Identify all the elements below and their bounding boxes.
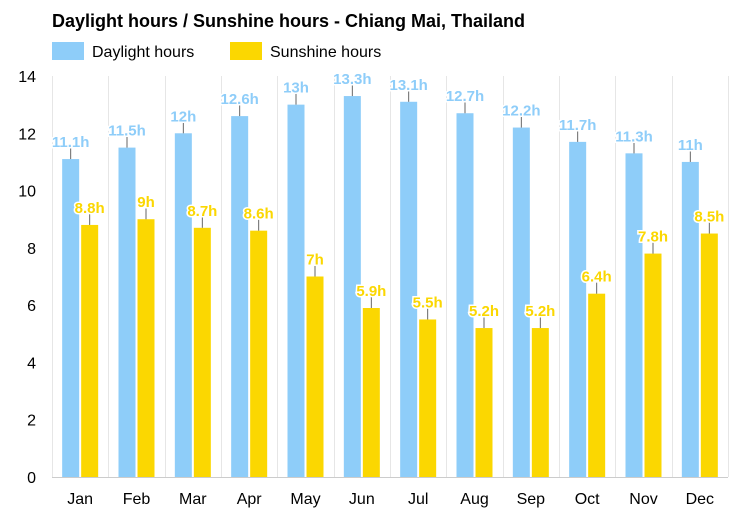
bar-daylight (62, 159, 80, 478)
label-sunshine: 8.7h (187, 203, 217, 220)
y-tick-label: 12 (18, 126, 36, 143)
label-daylight: 11h (678, 137, 703, 154)
y-tick-label: 0 (27, 470, 36, 487)
bar-sunshine (193, 227, 211, 477)
label-sunshine: 7.8h (638, 229, 668, 246)
label-sunshine: 8.5h (694, 209, 724, 226)
bar-sunshine (137, 219, 155, 477)
label-daylight: 12.7h (446, 88, 484, 105)
legend-label-sunshine: Sunshine hours (270, 44, 381, 61)
x-tick-label: Jul (408, 491, 428, 508)
bar-daylight (118, 147, 136, 477)
x-tick-label: Jun (349, 491, 375, 508)
bar-sunshine (362, 308, 380, 477)
y-tick-label: 8 (27, 241, 36, 258)
y-tick-label: 14 (18, 69, 36, 86)
x-tick-label: Mar (179, 491, 207, 508)
bar-sunshine (250, 230, 268, 477)
bar-daylight (456, 113, 474, 477)
label-daylight: 11.3h (615, 128, 653, 145)
label-sunshine: 5.9h (356, 283, 386, 300)
label-daylight: 12.6h (220, 91, 258, 108)
label-sunshine: 8.6h (244, 206, 274, 223)
bar-sunshine (475, 328, 493, 477)
label-daylight: 12h (170, 108, 196, 125)
label-daylight: 13h (283, 80, 309, 97)
bar-sunshine (588, 293, 606, 477)
label-daylight: 13.1h (389, 77, 427, 94)
label-sunshine: 8.8h (75, 200, 105, 217)
bar-daylight (569, 141, 587, 477)
x-tick-label: Apr (237, 491, 263, 508)
label-sunshine: 5.2h (525, 303, 555, 320)
y-tick-label: 4 (27, 355, 36, 372)
bar-sunshine (81, 224, 99, 477)
x-tick-label: Sep (517, 491, 546, 508)
label-sunshine: 7h (306, 252, 324, 269)
label-daylight: 13.3h (333, 71, 371, 88)
chart-title: Daylight hours / Sunshine hours - Chiang… (52, 11, 525, 31)
bar-daylight (400, 101, 418, 478)
x-tick-label: Feb (123, 491, 151, 508)
grid (52, 76, 729, 478)
bar-daylight (681, 161, 699, 477)
bar-sunshine (644, 253, 662, 477)
bar-daylight (174, 133, 192, 478)
x-tick-label: Nov (629, 491, 657, 508)
y-tick-label: 6 (27, 298, 36, 315)
bar-daylight (287, 104, 305, 478)
bar-sunshine (306, 276, 324, 477)
label-daylight: 12.2h (502, 103, 540, 120)
label-daylight: 11.1h (52, 134, 90, 151)
x-tick-label: May (290, 491, 320, 508)
x-tick-label: Aug (460, 491, 488, 508)
data-labels: 11.1h 8.8h 11.5h 9h 12h 8.7h 12.6h 8.6h 13h 7h 13.… (50, 70, 726, 329)
legend-swatch-sunshine (230, 42, 262, 60)
x-tick-label: Oct (575, 491, 600, 508)
x-tick-label: Dec (686, 491, 714, 508)
label-sunshine: 5.5h (413, 294, 443, 311)
label-sunshine: 5.2h (469, 303, 499, 320)
bar-daylight (343, 96, 361, 478)
legend-label-daylight: Daylight hours (92, 44, 194, 61)
bar-sunshine (419, 319, 437, 477)
y-tick-label: 10 (18, 184, 36, 201)
bar-sunshine (531, 328, 549, 477)
bar-daylight (512, 127, 530, 478)
legend: Daylight hours Sunshine hours (52, 42, 381, 61)
bar-daylight (625, 153, 643, 478)
x-axis: Jan Feb Mar Apr May Jun Jul Aug Sep Oct Nov Dec (67, 491, 714, 508)
bar-sunshine (700, 233, 718, 477)
bar-daylight (231, 116, 249, 477)
y-tick-label: 2 (27, 413, 36, 430)
label-sunshine: 6.4h (582, 269, 612, 286)
y-axis: 0 2 4 6 8 10 12 14 (18, 69, 36, 487)
label-daylight: 11.5h (108, 123, 146, 140)
label-sunshine: 9h (137, 194, 155, 211)
bars (62, 96, 718, 478)
x-tick-label: Jan (67, 491, 93, 508)
legend-swatch-daylight (52, 42, 84, 60)
label-daylight: 11.7h (559, 117, 597, 134)
